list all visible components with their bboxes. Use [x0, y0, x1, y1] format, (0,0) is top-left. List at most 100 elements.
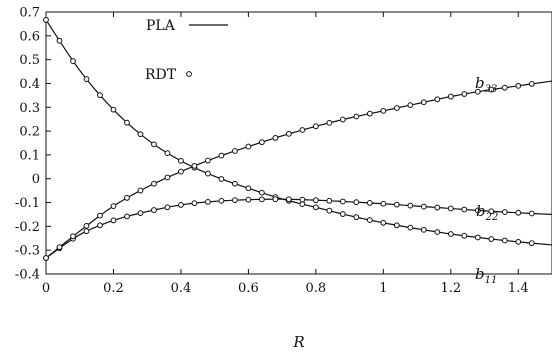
- data-point: [178, 202, 184, 208]
- legend-rdt-label: RDT: [145, 67, 177, 83]
- data-point: [474, 234, 481, 241]
- x-tick-label: 1: [379, 281, 387, 296]
- data-point: [528, 210, 535, 217]
- y-tick-label: 0.2: [19, 125, 40, 140]
- series-labels: b11 b22 b33: [475, 74, 498, 286]
- data-point: [110, 217, 117, 224]
- data-point: [353, 199, 360, 206]
- data-point: [218, 197, 225, 204]
- data-point: [380, 200, 387, 207]
- data-point: [515, 82, 522, 89]
- data-point: [488, 236, 495, 242]
- data-point: [488, 86, 495, 93]
- data-point: [232, 197, 238, 204]
- data-point: [151, 207, 157, 213]
- data-point: [70, 58, 76, 64]
- data-point: [110, 106, 117, 113]
- data-point: [164, 174, 171, 181]
- series-b22: [43, 196, 552, 261]
- data-point: [56, 244, 63, 251]
- data-point: [137, 187, 144, 194]
- data-point: [326, 207, 333, 214]
- data-point: [218, 152, 225, 159]
- data-point: [124, 195, 130, 201]
- data-point: [434, 204, 441, 211]
- data-point: [178, 168, 184, 175]
- series-line: [45, 80, 552, 259]
- data-point: [488, 208, 495, 215]
- data-point: [205, 157, 211, 164]
- data-point: [366, 200, 373, 206]
- data-point: [474, 88, 481, 95]
- data-point: [501, 209, 508, 215]
- data-point: [178, 157, 184, 164]
- data-point: [366, 110, 373, 117]
- data-point: [407, 202, 414, 209]
- y-tick-label: -0.4: [15, 268, 40, 283]
- data-point: [420, 203, 427, 210]
- y-tick-label: -0.1: [15, 196, 40, 211]
- y-tick-label: -0.2: [15, 220, 40, 235]
- series-label-b11: b11: [475, 265, 497, 286]
- series-layer: [43, 16, 552, 261]
- y-tick-label: 0.1: [19, 148, 40, 163]
- x-tick-label: 0.4: [171, 281, 192, 296]
- data-point: [218, 176, 225, 182]
- x-tick-label: 0: [42, 281, 50, 296]
- data-point: [353, 113, 360, 120]
- data-point: [137, 210, 144, 217]
- legend: PLA RDT: [145, 18, 228, 83]
- data-point: [339, 198, 346, 205]
- data-point: [326, 119, 333, 126]
- data-point: [312, 197, 319, 204]
- data-point: [420, 99, 427, 106]
- data-point: [191, 200, 198, 207]
- data-point: [380, 107, 387, 114]
- series-line: [45, 198, 552, 259]
- data-point: [245, 185, 252, 192]
- series-line: [45, 19, 552, 246]
- data-point: [137, 131, 144, 138]
- data-point: [151, 141, 157, 148]
- data-point: [407, 102, 414, 109]
- data-point: [151, 180, 157, 187]
- y-tick-label: 0.6: [19, 29, 40, 44]
- data-point: [205, 199, 211, 205]
- data-point: [245, 143, 252, 150]
- data-point: [434, 96, 441, 103]
- data-point: [97, 212, 103, 219]
- x-tick-label: 1.2: [440, 281, 461, 296]
- data-point: [501, 84, 508, 91]
- legend-rdt-marker-sample: [186, 71, 192, 77]
- data-point: [461, 91, 468, 97]
- data-point: [528, 240, 535, 247]
- data-point: [258, 196, 265, 203]
- data-point: [56, 37, 63, 44]
- data-point: [393, 201, 400, 208]
- x-tick-label: 1.4: [508, 281, 529, 296]
- legend-pla-label: PLA: [146, 18, 176, 34]
- data-point: [393, 105, 400, 111]
- series-label-b33: b33: [475, 74, 497, 95]
- data-point: [461, 206, 468, 213]
- data-point: [474, 207, 481, 214]
- y-tick-label: 0.3: [19, 101, 40, 116]
- y-tick-label: -0.3: [15, 244, 40, 259]
- data-point: [43, 16, 49, 23]
- y-tick-label: 0.5: [19, 53, 40, 68]
- data-point: [232, 148, 238, 154]
- data-point: [434, 229, 441, 235]
- data-point: [124, 213, 130, 220]
- data-point: [447, 93, 454, 100]
- data-point: [339, 211, 346, 217]
- data-point: [83, 76, 90, 82]
- data-point: [258, 189, 265, 196]
- x-tick-label: 0.8: [306, 281, 327, 296]
- data-point: [191, 163, 198, 169]
- data-point: [97, 92, 103, 99]
- data-point: [83, 228, 90, 235]
- x-tick-label: 0.6: [238, 281, 259, 296]
- data-point: [528, 80, 535, 87]
- x-tick-label: 0.2: [103, 281, 124, 296]
